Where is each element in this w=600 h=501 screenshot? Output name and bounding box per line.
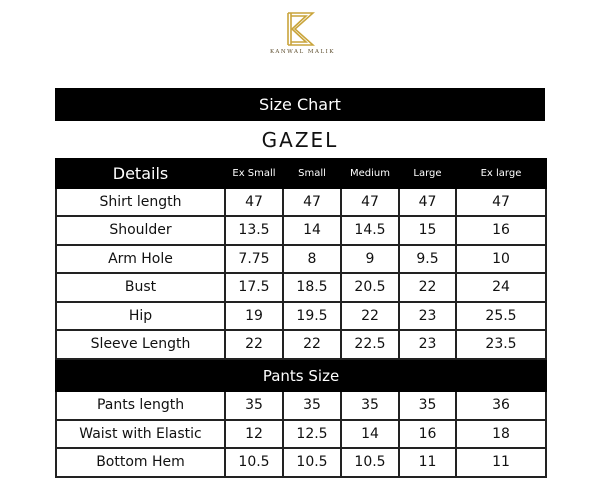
column-header: Ex Small xyxy=(224,158,284,189)
row-label: Sleeve Length xyxy=(55,329,226,360)
table-cell: 16 xyxy=(455,215,547,246)
table-cell: 8 xyxy=(282,243,342,274)
column-header: Small xyxy=(282,158,342,189)
table-cell: 10.5 xyxy=(224,447,284,478)
column-header: Large xyxy=(398,158,457,189)
product-name: GAZEL xyxy=(261,128,339,152)
table-cell: 11 xyxy=(454,447,548,478)
table-cell: 23 xyxy=(398,300,457,331)
row-label: Shoulder xyxy=(55,215,226,246)
table-cell: 14.5 xyxy=(340,215,400,246)
section-header-row: Pants Size xyxy=(54,360,548,392)
table-row: Arm Hole 7.75 8 9 9.5 10 xyxy=(55,243,547,274)
table-row: Bust 17.5 18.5 20.5 22 24 xyxy=(55,272,547,303)
table-cell: 11 xyxy=(398,447,457,478)
table-cell: 36 xyxy=(454,390,548,421)
row-label: Bottom Hem xyxy=(55,447,226,478)
table-cell: 12 xyxy=(224,418,284,449)
row-label: Waist with Elastic xyxy=(55,418,226,449)
pants-size-table: Pants Size Pants length 35 35 35 35 36 Waist w… xyxy=(54,360,548,478)
table-cell: 18 xyxy=(454,418,548,449)
table-cell: 23 xyxy=(398,329,457,360)
table-cell: 17.5 xyxy=(224,272,284,303)
table-cell: 47 xyxy=(455,186,547,217)
k-monogram-icon xyxy=(287,12,315,46)
row-label: Pants length xyxy=(55,390,226,421)
row-label: Arm Hole xyxy=(55,243,226,274)
table-cell: 22.5 xyxy=(340,329,400,360)
table-cell: 10.5 xyxy=(340,447,400,478)
pants-section-title: Pants Size xyxy=(54,360,548,392)
table-cell: 22 xyxy=(340,300,400,331)
table-cell: 12.5 xyxy=(282,418,342,449)
table-cell: 16 xyxy=(398,418,457,449)
row-label: Shirt length xyxy=(55,186,226,217)
table-cell: 24 xyxy=(455,272,547,303)
row-label: Bust xyxy=(55,272,226,303)
table-cell: 47 xyxy=(224,186,284,217)
table-cell: 25.5 xyxy=(455,300,547,331)
column-header: Details xyxy=(55,158,226,189)
table-cell: 35 xyxy=(282,390,342,421)
table-row: Waist with Elastic 12 12.5 14 16 18 xyxy=(55,418,548,449)
table-cell: 9.5 xyxy=(398,243,457,274)
table-cell: 23.5 xyxy=(455,329,547,360)
table-cell: 22 xyxy=(398,272,457,303)
row-label: Hip xyxy=(55,300,226,331)
header-row: Details Ex Small Small Medium Large Ex l… xyxy=(55,158,547,189)
table-cell: 10.5 xyxy=(282,447,342,478)
table-cell: 20.5 xyxy=(340,272,400,303)
brand-name: KANWAL MALIK xyxy=(270,49,335,55)
table-cell: 10 xyxy=(455,243,547,274)
table-cell: 35 xyxy=(398,390,457,421)
table-row: Shoulder 13.5 14 14.5 15 16 xyxy=(55,215,547,246)
table-cell: 19.5 xyxy=(282,300,342,331)
table-cell: 15 xyxy=(398,215,457,246)
table-row: Pants length 35 35 35 35 36 xyxy=(55,390,548,421)
table-cell: 35 xyxy=(340,390,400,421)
table-cell: 14 xyxy=(340,418,400,449)
brand-logo: KANWAL MALIK xyxy=(270,12,335,64)
table-cell: 22 xyxy=(224,329,284,360)
table-cell: 18.5 xyxy=(282,272,342,303)
shirt-size-table: Details Ex Small Small Medium Large Ex l… xyxy=(55,158,547,360)
table-cell: 47 xyxy=(282,186,342,217)
table-row: Bottom Hem 10.5 10.5 10.5 11 11 xyxy=(55,447,548,478)
table-row: Hip 19 19.5 22 23 25.5 xyxy=(55,300,547,331)
table-cell: 13.5 xyxy=(224,215,284,246)
table-cell: 35 xyxy=(224,390,284,421)
table-cell: 22 xyxy=(282,329,342,360)
table-cell: 9 xyxy=(340,243,400,274)
table-cell: 47 xyxy=(398,186,457,217)
column-header: Ex large xyxy=(455,158,547,189)
table-row: Shirt length 47 47 47 47 47 xyxy=(55,186,547,217)
column-header: Medium xyxy=(340,158,400,189)
table-cell: 7.75 xyxy=(224,243,284,274)
table-row: Sleeve Length 22 22 22.5 23 23.5 xyxy=(55,329,547,360)
table-cell: 19 xyxy=(224,300,284,331)
table-cell: 47 xyxy=(340,186,400,217)
table-cell: 14 xyxy=(282,215,342,246)
size-chart-title: Size Chart xyxy=(55,88,545,121)
